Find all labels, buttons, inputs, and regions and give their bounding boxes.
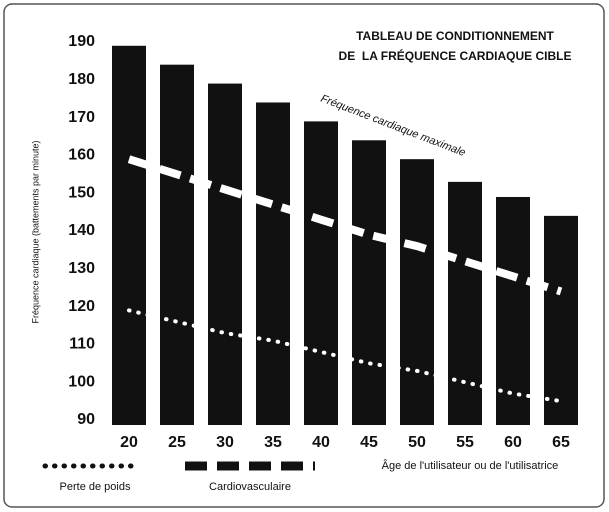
- y-tick-label: 130: [68, 260, 95, 277]
- y-tick-label: 90: [77, 411, 95, 428]
- legend-label: Perte de poids: [60, 481, 131, 493]
- legend-label: Cardiovasculaire: [209, 481, 291, 493]
- y-tick-label: 170: [68, 109, 95, 126]
- y-tick-label: 140: [68, 222, 95, 239]
- bar: [352, 140, 386, 425]
- bar: [112, 45, 146, 425]
- chart-title: TABLEAU DE CONDITIONNEMENT: [356, 29, 554, 43]
- bar: [496, 196, 530, 425]
- y-tick-label: 100: [68, 373, 95, 390]
- line-series: [127, 155, 563, 296]
- bar: [400, 159, 434, 425]
- x-tick-label: 60: [504, 434, 522, 451]
- y-tick-label: 190: [68, 33, 95, 50]
- x-tick-label: 50: [408, 434, 426, 451]
- chart-subtitle: DE LA FRÉQUENCE CARDIAQUE CIBLE: [339, 48, 572, 63]
- y-tick-label: 120: [68, 298, 95, 315]
- bar: [448, 181, 482, 425]
- x-axis-label: Âge de l'utilisateur ou de l'utilisatric…: [382, 459, 559, 472]
- x-tick-label: 25: [168, 434, 186, 451]
- x-tick-label: 65: [552, 434, 570, 451]
- bar: [208, 83, 242, 425]
- bar: [256, 102, 290, 425]
- x-tick-label: 35: [264, 434, 282, 451]
- y-tick-label: 150: [68, 184, 95, 201]
- y-tick-label: 110: [69, 336, 95, 353]
- y-axis-label: Fréquence cardiaque (battements par minu…: [30, 140, 40, 323]
- x-tick-label: 30: [216, 434, 234, 451]
- x-tick-label: 20: [120, 434, 138, 451]
- x-tick-label: 45: [360, 434, 378, 451]
- x-tick-label: 40: [312, 434, 330, 451]
- bar: [544, 215, 578, 425]
- bar: [304, 121, 338, 425]
- x-tick-label: 55: [456, 434, 474, 451]
- y-tick-label: 180: [68, 71, 95, 88]
- y-tick-label: 160: [68, 147, 95, 164]
- bar: [160, 64, 194, 426]
